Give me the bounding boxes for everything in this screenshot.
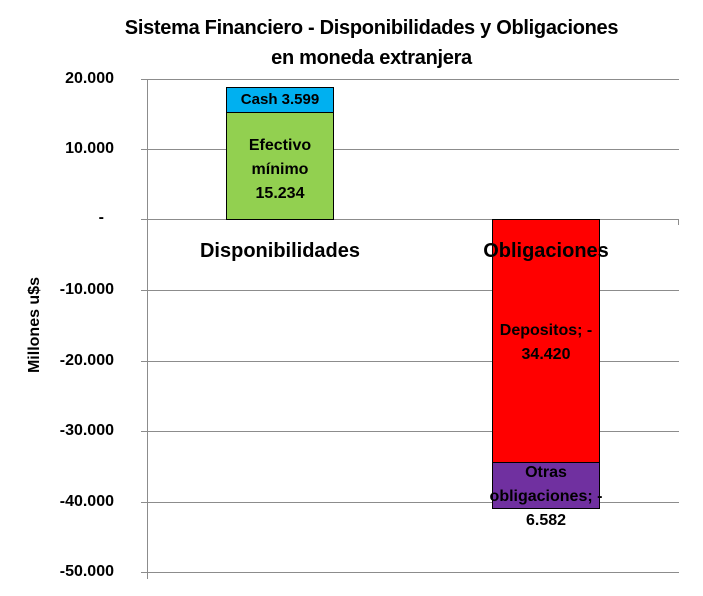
efectivo-label-line: Efectivo [248, 137, 312, 154]
otras-label-value: 6.582 [525, 512, 567, 529]
otras-label-line: Otras [525, 464, 567, 481]
y-tick: -30.000 [59, 422, 114, 439]
y-tick: -10.000 [59, 281, 114, 298]
y-tick: - [98, 209, 104, 226]
y-tick: 20.000 [65, 70, 114, 87]
category-label-obligaciones: Obligaciones [483, 240, 609, 262]
gridline [141, 79, 679, 80]
bar-otras-obligaciones [492, 462, 600, 509]
cash-label: Cash 3.599 [240, 91, 320, 108]
bar-cash [226, 87, 334, 113]
chart-title-line-2: en moneda extranjera [271, 47, 472, 69]
gridline [141, 572, 679, 573]
zero-line [141, 219, 679, 220]
y-tick: 10.000 [65, 140, 114, 157]
gridline [141, 431, 679, 432]
chart-title-line-1: Sistema Financiero - Disponibilidades y … [124, 17, 619, 39]
y-tick: -40.000 [59, 493, 114, 510]
otras-label-line: obligaciones; - [489, 488, 603, 505]
depositos-label-value: 34.420 [521, 346, 571, 363]
x-axis-tick [678, 219, 679, 225]
gridline [141, 149, 679, 150]
efectivo-label-line: mínimo [251, 161, 309, 178]
y-tick: -20.000 [59, 352, 114, 369]
y-axis-line [147, 79, 148, 579]
gridline [141, 361, 679, 362]
category-label-disponibilidades: Disponibilidades [199, 240, 361, 262]
gridline [141, 502, 679, 503]
y-tick: -50.000 [59, 563, 114, 580]
efectivo-label-value: 15.234 [255, 185, 305, 202]
gridline [141, 290, 679, 291]
depositos-label-line: Depositos; - [499, 322, 593, 339]
